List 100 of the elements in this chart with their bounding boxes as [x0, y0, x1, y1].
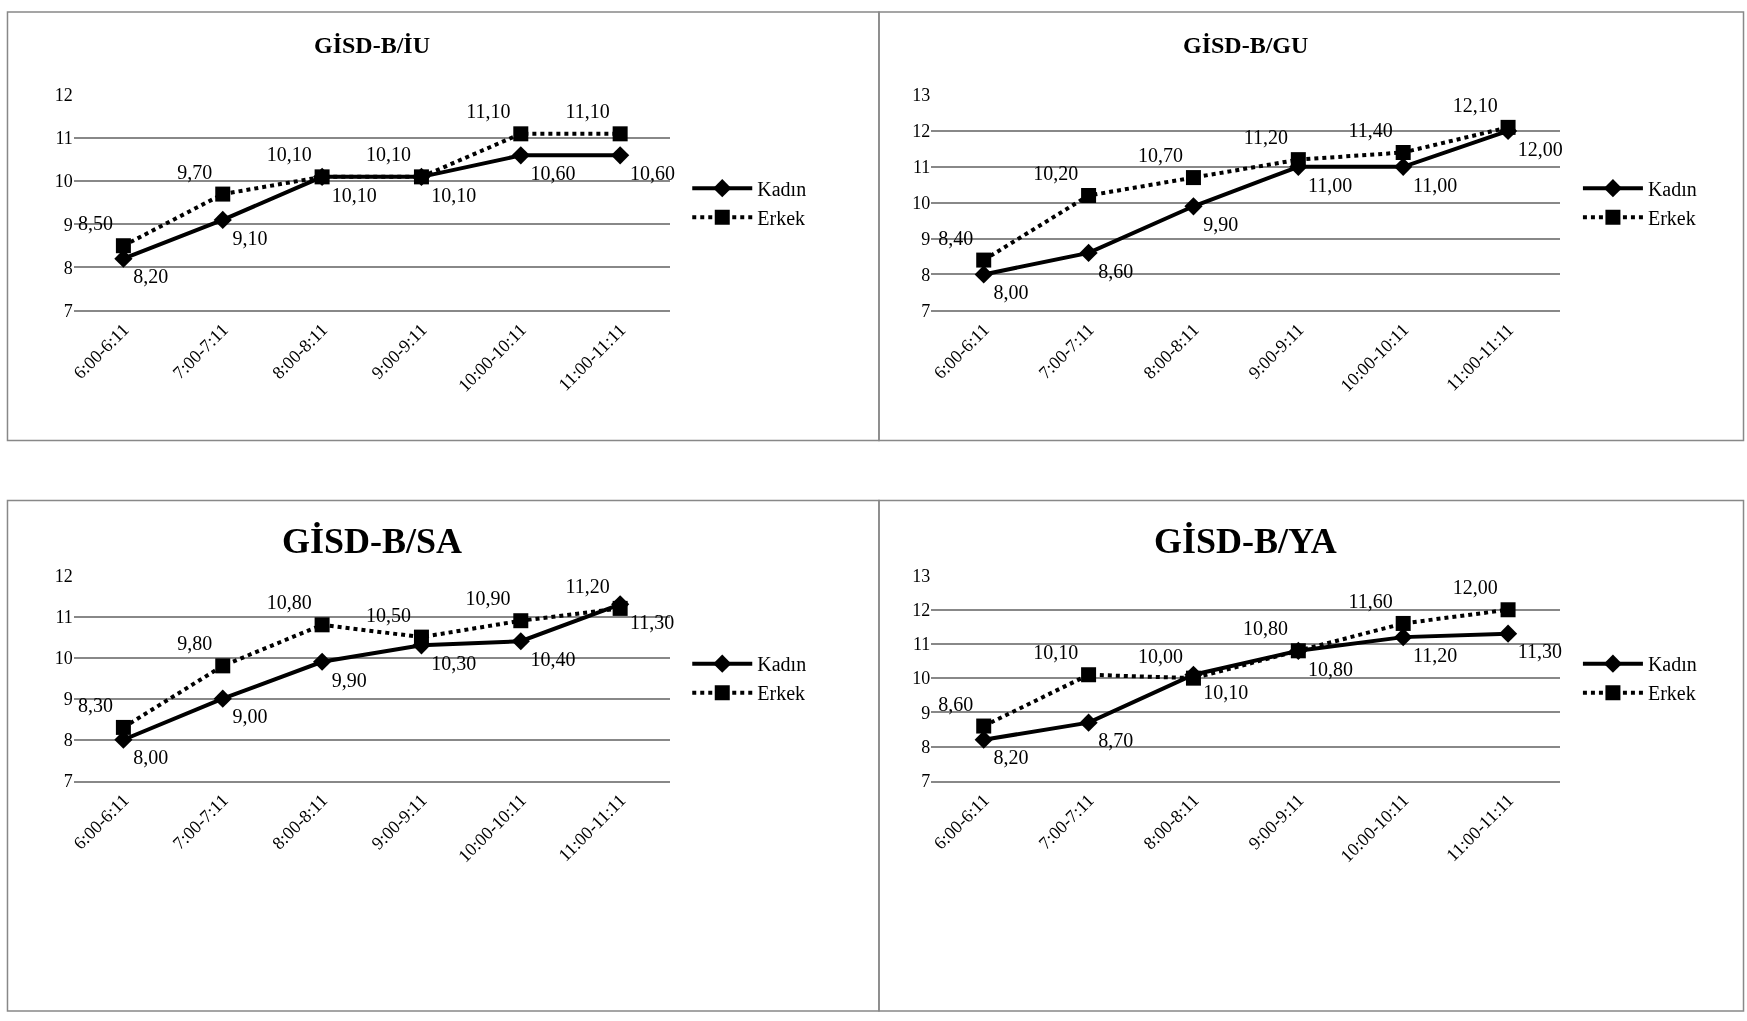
point	[215, 658, 231, 674]
data-label: 10,10	[331, 183, 377, 206]
chart-title: GİSD-B/YA	[1154, 521, 1337, 561]
data-label: 10,10	[366, 143, 412, 166]
chart-title: GİSD-B/GU	[1183, 32, 1309, 58]
y-tick-label: 9	[921, 702, 931, 723]
point	[974, 265, 993, 284]
y-tick-label: 12	[54, 565, 73, 586]
data-label: 8,30	[78, 694, 114, 717]
point	[1395, 144, 1411, 160]
y-tick-label: 7	[63, 771, 73, 792]
data-label: 10,50	[366, 603, 412, 626]
data-label: 10,10	[1033, 641, 1079, 664]
data-label: 11,00	[1412, 173, 1458, 196]
point	[513, 613, 529, 629]
data-label: 8,60	[938, 692, 974, 715]
point	[1500, 119, 1516, 135]
data-label: 8,50	[78, 212, 114, 235]
data-label: 11,60	[1348, 590, 1393, 613]
point	[115, 719, 131, 735]
data-label: 10,10	[1203, 681, 1249, 704]
point	[1498, 624, 1518, 643]
data-label: 11,40	[1348, 119, 1393, 142]
data-label: 10,90	[465, 587, 511, 610]
y-tick-label: 10	[912, 193, 931, 213]
point	[1184, 197, 1203, 216]
y-tick-label: 12	[912, 600, 931, 621]
legend-label: Erkek	[1647, 206, 1696, 229]
y-tick-label: 12	[54, 85, 73, 106]
legend-label: Kadın	[757, 653, 807, 676]
chart-title: GİSD-B/SA	[282, 521, 463, 561]
point	[1081, 188, 1097, 204]
y-tick-label: 8	[63, 730, 73, 751]
data-label: 10,60	[530, 162, 576, 185]
y-tick-label: 8	[921, 264, 931, 285]
y-tick-label: 12	[912, 121, 931, 142]
data-label: 8,00	[133, 746, 169, 769]
point	[976, 252, 992, 268]
point	[213, 689, 232, 708]
y-tick-label: 11	[55, 606, 73, 627]
data-label: 8,70	[1098, 729, 1134, 752]
point	[1079, 713, 1098, 732]
point	[976, 718, 992, 734]
data-label: 11,00	[1308, 173, 1353, 196]
point	[612, 600, 628, 616]
data-label: 9,90	[331, 668, 367, 691]
legend-label: Erkek	[1647, 682, 1696, 705]
data-label: 8,60	[1098, 259, 1134, 282]
point	[413, 629, 429, 645]
point	[1081, 667, 1097, 683]
y-tick-label: 7	[921, 771, 931, 792]
y-tick-label: 9	[921, 228, 931, 249]
y-tick-label: 7	[63, 300, 73, 321]
point	[313, 652, 332, 671]
data-label: 11,10	[565, 100, 610, 123]
y-tick-label: 9	[63, 214, 73, 235]
point	[611, 146, 630, 165]
point	[612, 126, 628, 142]
data-label: 11,20	[1412, 643, 1458, 666]
data-label: 9,10	[232, 226, 268, 249]
data-label: 11,30	[629, 611, 675, 634]
data-label: 9,90	[1203, 213, 1239, 236]
point	[1185, 170, 1201, 186]
data-label: 11,10	[466, 100, 511, 123]
data-label: 10,10	[266, 143, 312, 166]
data-label: 12,00	[1517, 137, 1563, 160]
y-tick-label: 8	[921, 736, 931, 757]
legend-label: Kadın	[757, 177, 807, 200]
data-label: 12,00	[1452, 576, 1498, 599]
legend-label: Kadın	[1647, 177, 1697, 200]
chart-title: GİSD-B/İU	[314, 32, 431, 58]
data-label: 10,70	[1138, 144, 1184, 167]
data-label: 9,80	[177, 632, 213, 655]
legend-label: Erkek	[757, 682, 806, 705]
point	[1290, 152, 1306, 168]
data-label: 10,00	[1138, 644, 1184, 667]
data-label: 9,00	[232, 705, 268, 728]
data-label: 8,20	[133, 265, 169, 288]
point	[513, 126, 529, 142]
y-tick-label: 13	[912, 565, 931, 586]
point	[213, 210, 232, 229]
point	[314, 169, 330, 185]
data-label: 8,00	[993, 281, 1029, 304]
point	[1394, 628, 1413, 647]
y-tick-label: 11	[912, 634, 931, 655]
data-label: 9,70	[177, 160, 213, 183]
y-tick-label: 11	[912, 157, 931, 178]
data-label: 10,60	[629, 162, 675, 185]
data-label: 8,40	[938, 226, 974, 249]
point	[215, 186, 231, 202]
point	[1500, 602, 1516, 618]
data-label: 8,20	[993, 746, 1029, 769]
data-label: 10,80	[266, 591, 312, 614]
data-label: 10,40	[530, 647, 576, 670]
data-label: 10,80	[1242, 617, 1288, 640]
point	[115, 238, 131, 254]
data-label: 10,10	[431, 183, 477, 206]
legend-label: Kadın	[1647, 653, 1697, 676]
data-label: 11,30	[1517, 640, 1563, 663]
legend-label: Erkek	[757, 206, 806, 229]
